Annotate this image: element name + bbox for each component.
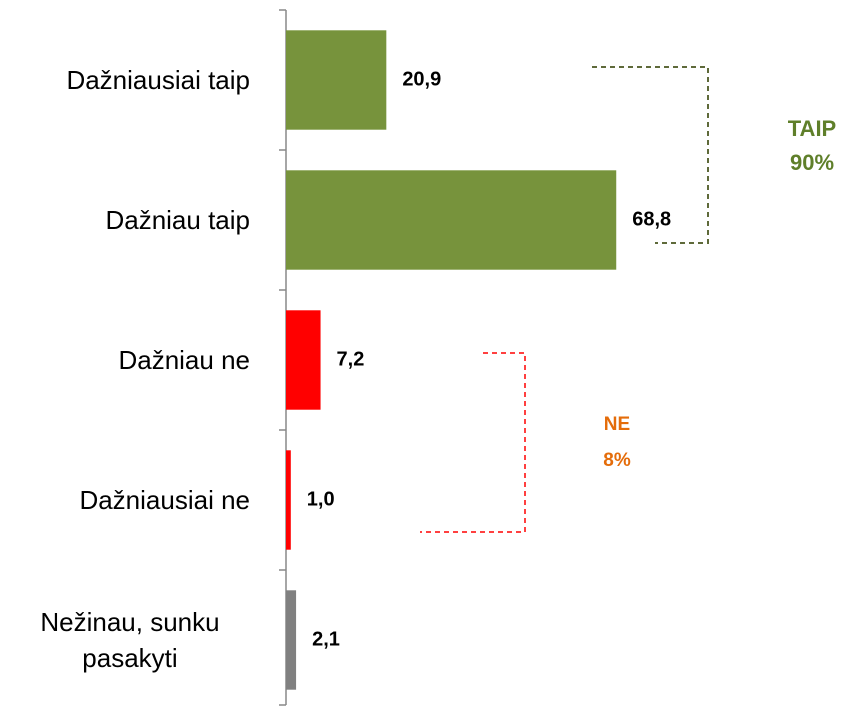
value-label: 1,0 bbox=[307, 488, 335, 510]
annotation: 90% bbox=[790, 150, 834, 175]
category-text: Dažniau taip bbox=[105, 205, 250, 235]
bar bbox=[286, 590, 297, 690]
value-label: 7,2 bbox=[337, 348, 365, 370]
bar bbox=[286, 170, 617, 270]
value-label: 2,1 bbox=[312, 628, 340, 650]
bar bbox=[286, 30, 387, 130]
ne-bracket bbox=[420, 352, 526, 533]
category-label: Dažniausiai ne bbox=[0, 482, 250, 518]
category-text: Dažniausiai ne bbox=[79, 485, 250, 515]
annotation: TAIP bbox=[788, 116, 836, 141]
category-label: Nežinau, sunku pasakyti bbox=[0, 604, 250, 676]
annotation: NE bbox=[604, 414, 630, 435]
category-text: Dažniausiai taip bbox=[66, 65, 250, 95]
value-label: 20,9 bbox=[402, 68, 441, 90]
category-text: Nežinau, sunku pasakyti bbox=[40, 607, 220, 673]
category-ticks bbox=[279, 9, 286, 706]
category-text: Dažniau ne bbox=[118, 345, 250, 375]
value-label: 68,8 bbox=[632, 208, 671, 230]
annotation: 8% bbox=[603, 450, 631, 471]
category-label: Dažniau ne bbox=[0, 342, 250, 378]
category-label: Dažniau taip bbox=[0, 202, 250, 238]
bar bbox=[286, 450, 291, 550]
category-label: Dažniausiai taip bbox=[0, 62, 250, 98]
bar bbox=[286, 310, 321, 410]
taip-bracket bbox=[592, 66, 709, 244]
